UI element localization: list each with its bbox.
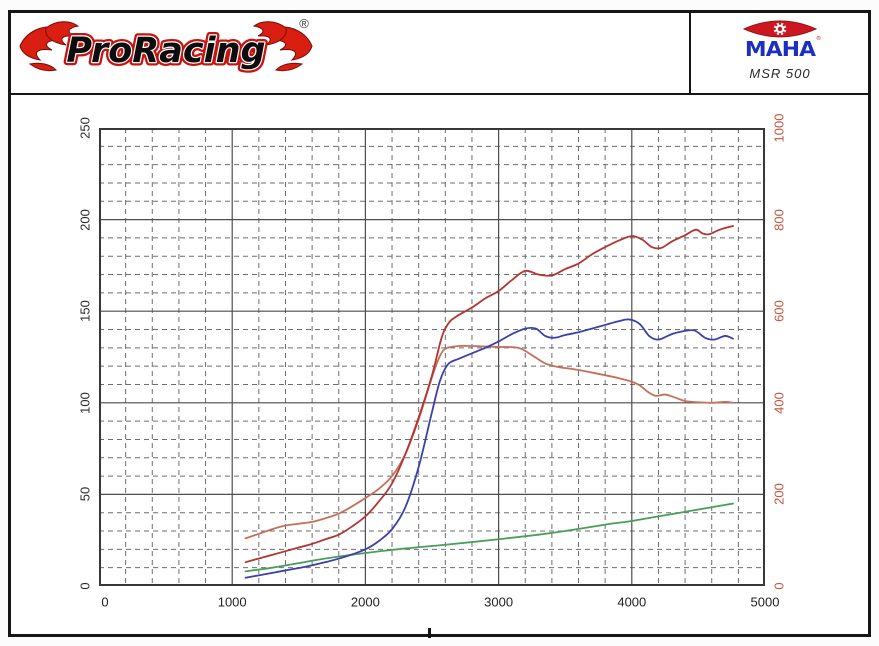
- page-border: [8, 10, 871, 637]
- y-right-tick-label: 600: [771, 300, 787, 323]
- y-left-tick-label: 250: [77, 117, 93, 139]
- y-left-tick-label: 100: [77, 391, 93, 414]
- bottom-edge-mark: [428, 628, 431, 638]
- flame-right-icon: [237, 21, 313, 72]
- x-tick-label: 5000: [750, 594, 780, 610]
- x-tick-label: 3000: [484, 594, 514, 610]
- chart-canvas: [99, 128, 765, 586]
- maha-logo-box: MAHA ® MSR 500: [691, 13, 869, 91]
- y-left-tick-label: 200: [77, 208, 93, 231]
- red-curve: [244, 225, 734, 564]
- plot-border: [99, 128, 765, 586]
- proracing-logo: ProRacing ProRacing ®: [19, 16, 313, 75]
- brand-text: ProRacing: [66, 31, 265, 71]
- y-left-tick-label: 150: [77, 300, 93, 323]
- maha-brand-text: MAHA: [745, 38, 817, 61]
- y-right-tick-label: 1000: [771, 113, 787, 143]
- brand-text-outline: ProRacing: [66, 31, 265, 71]
- green-curve: [244, 502, 734, 573]
- x-tick-label: 1000: [217, 594, 247, 610]
- x-tick-label: 2000: [350, 594, 380, 610]
- y-left-tick-label: 50: [77, 487, 93, 502]
- y-left-tick-label: 0: [77, 582, 93, 590]
- header-separator: [8, 93, 871, 95]
- y-right-tick-label: 800: [771, 208, 787, 231]
- x-tick-label: 4000: [617, 594, 647, 610]
- y-right-tick-label: 200: [771, 483, 787, 506]
- header-vertical-divider: [689, 10, 691, 95]
- y-right-tick-label: 400: [771, 391, 787, 414]
- dyno-chart: [99, 128, 765, 586]
- salmon-curve: [244, 344, 734, 540]
- registered-mark: ®: [299, 16, 309, 31]
- maha-registered-mark: ®: [816, 35, 821, 42]
- flame-left-icon: [19, 21, 95, 72]
- maha-gear-icon: [773, 22, 787, 36]
- blue-curve: [244, 318, 734, 579]
- y-right-tick-label: 0: [771, 582, 787, 590]
- maha-logo: MAHA ®: [742, 20, 821, 62]
- x-tick-label: 0: [101, 594, 109, 610]
- dyno-model-label: MSR 500: [749, 66, 811, 81]
